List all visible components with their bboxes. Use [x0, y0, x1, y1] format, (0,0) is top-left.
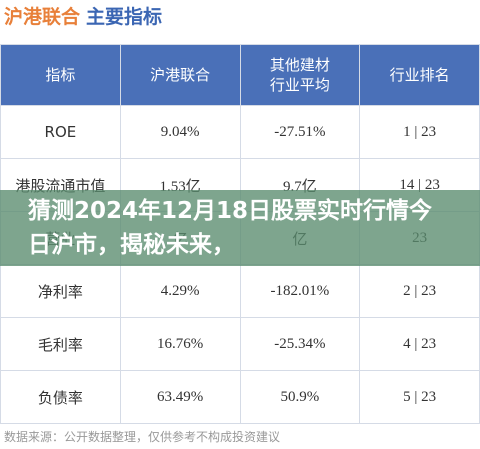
- cell: 5 | 23: [359, 370, 480, 424]
- row-label: 毛利率: [0, 317, 121, 371]
- column-header: 行业排名: [359, 44, 480, 106]
- row-label: 净利率: [0, 264, 121, 318]
- indicator-table: 指标 沪港联合 其他建材行业平均 行业排名 ROE 9.04% -27.51% 1 | 23 港…: [0, 44, 480, 424]
- source-note: 数据来源：公开数据整理，仅供参考不构成投资建议: [4, 430, 281, 444]
- table-row: ROE 9.04% -27.51% 1 | 23: [0, 105, 480, 159]
- title-main: 主要指标: [86, 6, 163, 28]
- table-body: ROE 9.04% -27.51% 1 | 23 港股流通市值 1.53亿 9.7亿 14 |…: [0, 105, 480, 424]
- cell: -25.34%: [239, 317, 361, 371]
- cell: -27.51%: [239, 105, 361, 159]
- cell: 16.76%: [119, 317, 241, 371]
- cell: 4 | 23: [359, 317, 480, 371]
- row-label: 负债率: [0, 370, 121, 424]
- title-company: 沪港联合: [4, 6, 81, 28]
- cell: 63.49%: [119, 370, 241, 424]
- column-header: 沪港联合: [119, 44, 241, 106]
- cell: 9.04%: [119, 105, 241, 159]
- title: 沪港联合 主要指标: [4, 2, 162, 32]
- overlay-banner: 猜测2024年12月18日股票实时行情今日沪市，揭秘未来，: [0, 190, 480, 266]
- table-row: 净利率 4.29% -182.01% 2 | 23: [0, 264, 480, 318]
- column-header: 指标: [0, 44, 121, 106]
- cell: 2 | 23: [359, 264, 480, 318]
- cell: -182.01%: [239, 264, 361, 318]
- table-row: 负债率 63.49% 50.9% 5 | 23: [0, 370, 480, 424]
- cell: 1 | 23: [359, 105, 480, 159]
- table-row: 毛利率 16.76% -25.34% 4 | 23: [0, 317, 480, 371]
- cell: 4.29%: [119, 264, 241, 318]
- column-header: 其他建材行业平均: [239, 44, 361, 106]
- cell: 50.9%: [239, 370, 361, 424]
- header-row: 指标 沪港联合 其他建材行业平均 行业排名: [0, 44, 480, 106]
- row-label: ROE: [0, 105, 121, 159]
